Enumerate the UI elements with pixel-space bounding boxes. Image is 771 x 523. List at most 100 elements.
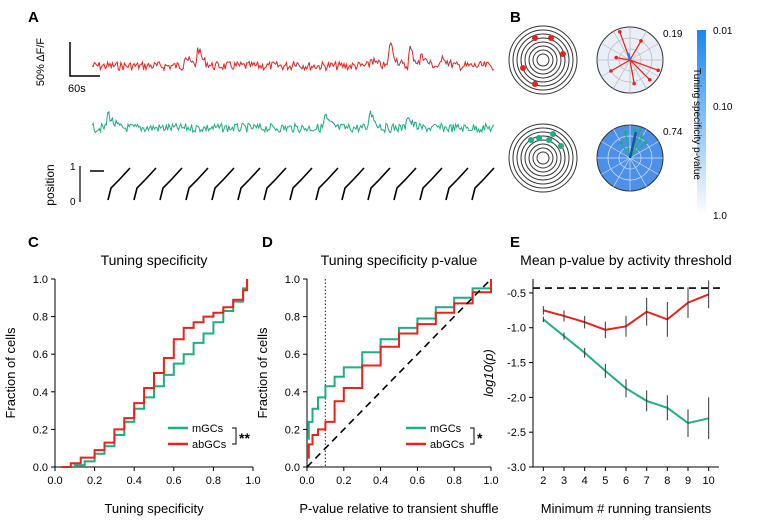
track-event [548,35,554,41]
track-ring [520,37,566,83]
track-ring [512,127,574,189]
x-tick-label: 3 [561,475,567,487]
x-tick-label: 0.2 [87,475,102,487]
series-line-abgcs [307,279,492,459]
track-event [550,131,556,137]
x-axis-label: P-value relative to transient shuffle [299,501,498,516]
scale-label-dff: 50% ΔF/F [35,38,47,87]
polar-spoke [629,43,659,61]
polar-spoke [601,141,631,159]
polar-vector-head [619,140,623,145]
colorbar [697,30,706,216]
polar-vector [616,56,631,61]
y-axis-label: Fraction of cells [255,327,270,419]
polar-spoke [629,59,659,77]
colorbar-tick-010: 0.10 [713,102,733,113]
chart-mean-pvalue: Mean p-value by activity threshold Minimu… [481,252,732,516]
track-ring [524,139,562,177]
polar-vector-head [643,140,648,145]
x-axis-label: Minimum # running transients [541,501,712,516]
x-tick-label: 8 [664,475,670,487]
polar-vector-head [656,68,660,73]
polar-vector-head [609,69,613,73]
chart-tuning-specificity: Tuning specificity Tuning specificity Frac… [3,252,261,516]
colorbar-tick-001: 0.01 [713,26,733,37]
x-tick-label: 0.4 [373,475,388,487]
x-tick-label: 0.0 [299,475,314,487]
y-tick-label: 0.4 [33,387,48,399]
x-tick-label: 0.4 [127,475,142,487]
polar-spoke [629,141,659,159]
scale-label-time: 60s [68,83,86,95]
panel-label-b: B [510,9,521,26]
polar-spoke [629,59,647,89]
track-ring [536,151,550,165]
y-tick-label: 0.2 [33,424,48,436]
position-tick-top: 1 [70,162,76,173]
x-tick-label: 2 [540,475,546,487]
trace-abgc-transients [182,42,456,71]
significance-marker: ** [239,430,250,446]
x-tick-label: 0.2 [336,475,351,487]
polar-top-value: 0.19 [663,29,683,40]
position-label: position [43,164,57,205]
colorbar-label: Tuning specificity p-value [691,68,702,180]
y-tick-label: 1.0 [285,274,300,286]
y-tick-label: -0.5 [507,288,526,300]
polar-spoke [613,31,631,61]
trace-mgc [91,110,495,134]
polar-vector [629,59,659,71]
polar-spoke [601,157,631,175]
y-axis-label: Fraction of cells [3,327,18,419]
x-tick-label: 0.8 [447,475,462,487]
x-tick-label: 0.6 [410,475,425,487]
legend-label: abGCs [430,439,465,451]
significance-marker: * [477,430,483,446]
panel-label-a: A [28,9,39,26]
polar-vector-head [633,128,637,133]
track-ring [536,53,550,67]
y-tick-label: 0.0 [285,462,300,474]
y-tick-label: 0.8 [33,312,48,324]
track-ring [512,29,574,91]
y-tick-label: 0.6 [285,349,300,361]
panel-a: 50% ΔF/F 60s position 1 0 [35,38,495,208]
significance-bracket [470,427,475,445]
polar-vector [620,142,631,159]
polar-vector [629,59,635,84]
series-line-diagonal [306,278,492,468]
x-tick-label: 9 [685,475,691,487]
legend-label: mGCs [430,423,462,435]
polar-vector-head [614,55,619,60]
polar-vector-head [617,30,622,34]
y-tick-label: -2.0 [507,392,526,404]
polar-spoke [629,157,647,187]
track-ring [532,147,554,169]
panel-label-d: D [262,234,273,251]
polar-spoke [601,43,631,61]
legend-label: mGCs [192,423,224,435]
x-tick-label: 7 [644,475,650,487]
x-tick-label: 0.6 [166,475,181,487]
polar-spoke [613,59,631,89]
x-tick-label: 5 [602,475,608,487]
track-ring [508,123,578,193]
polar-spoke [613,157,631,187]
x-tick-label: 1.0 [245,475,260,487]
series-line-mgcs [64,279,249,468]
track-event [520,65,526,71]
y-tick-label: -2.5 [507,427,526,439]
polar-vector-head [638,128,643,132]
position-tick-bottom: 0 [70,197,76,208]
colorbar-tick-1: 1.0 [713,211,727,222]
x-axis-label: Tuning specificity [104,501,204,516]
x-tick-label: 6 [623,475,629,487]
chart-tuning-pvalue: Tuning specificity p-value P-value relati… [255,252,499,516]
polar-spoke [629,157,659,175]
polar-vector-head [623,130,628,135]
significance-bracket [232,427,237,445]
polar-bottom-value: 0.74 [663,127,683,138]
position-trace [90,167,495,201]
track-event [528,137,534,143]
